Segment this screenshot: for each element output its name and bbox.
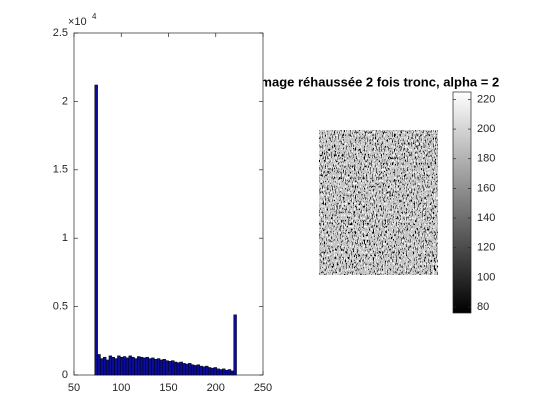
image-title: image réhaussée 2 fois tronc, alpha = 2 [257, 74, 499, 89]
bar [103, 356, 107, 376]
bar [137, 356, 141, 376]
bar [207, 367, 212, 376]
colorbar-tick-label: 80 [477, 301, 489, 313]
bar [94, 84, 98, 376]
bar [216, 368, 220, 376]
axes-box [73, 32, 264, 376]
bar [165, 360, 169, 376]
bar [168, 361, 172, 376]
bar [179, 361, 183, 376]
bar [125, 357, 130, 376]
bar [213, 367, 217, 376]
bar [227, 369, 232, 376]
bar [219, 369, 223, 376]
bar [142, 357, 147, 376]
bar [117, 355, 121, 376]
image [319, 130, 438, 275]
bar [108, 355, 113, 376]
bar [182, 363, 186, 376]
y-tick-label: 1.5 [53, 164, 68, 176]
y-tick-label: 1 [62, 232, 68, 244]
bar [154, 359, 158, 376]
bar [145, 356, 149, 376]
colorbar-tick-label: 200 [477, 123, 495, 135]
y-tick-label: 2 [62, 95, 68, 107]
bar [193, 365, 198, 376]
bar [176, 362, 181, 376]
y-tick-label: 0.5 [53, 301, 68, 313]
bar [105, 359, 110, 376]
bar [100, 358, 104, 376]
x-tick-label: 50 [68, 382, 80, 394]
colorbar-tick-label: 140 [477, 212, 495, 224]
bar [111, 356, 115, 376]
bar [185, 363, 189, 376]
bar [173, 361, 178, 376]
bar [210, 367, 215, 376]
bar [151, 357, 155, 376]
bar [134, 358, 138, 376]
bar [159, 359, 164, 376]
bar [97, 354, 101, 376]
colorbar-tick-label: 160 [477, 182, 495, 194]
bar [114, 358, 118, 376]
colorbar [452, 91, 472, 314]
bar [122, 356, 127, 376]
bar [131, 356, 135, 376]
bar [199, 365, 203, 376]
bar [196, 364, 200, 376]
bar [233, 314, 237, 376]
colorbar-tick-label: 220 [477, 93, 495, 105]
colorbar-tick-label: 120 [477, 242, 495, 254]
y-exponent: ×10 [68, 16, 87, 28]
y-exponent-power: 4 [92, 12, 97, 21]
x-tick-label: 100 [112, 382, 130, 394]
bar [171, 360, 175, 376]
bar [202, 366, 206, 376]
y-tick-label: 0 [62, 369, 68, 381]
bar [139, 356, 144, 376]
colorbar-tick-label: 180 [477, 153, 495, 165]
colorbar-tick-label: 100 [477, 271, 495, 283]
bar [230, 370, 234, 376]
x-tick-label: 150 [159, 382, 177, 394]
bar [156, 358, 161, 376]
bar [190, 364, 195, 376]
bar [120, 356, 124, 376]
bar [148, 358, 152, 376]
bar [205, 365, 209, 376]
y-tick-label: 2.5 [53, 27, 68, 39]
x-tick-label: 250 [254, 382, 272, 394]
bar [224, 369, 229, 376]
bar [222, 368, 226, 376]
x-tick-label: 200 [207, 382, 225, 394]
bar [128, 355, 132, 376]
bar [188, 363, 192, 376]
bar [162, 359, 166, 376]
